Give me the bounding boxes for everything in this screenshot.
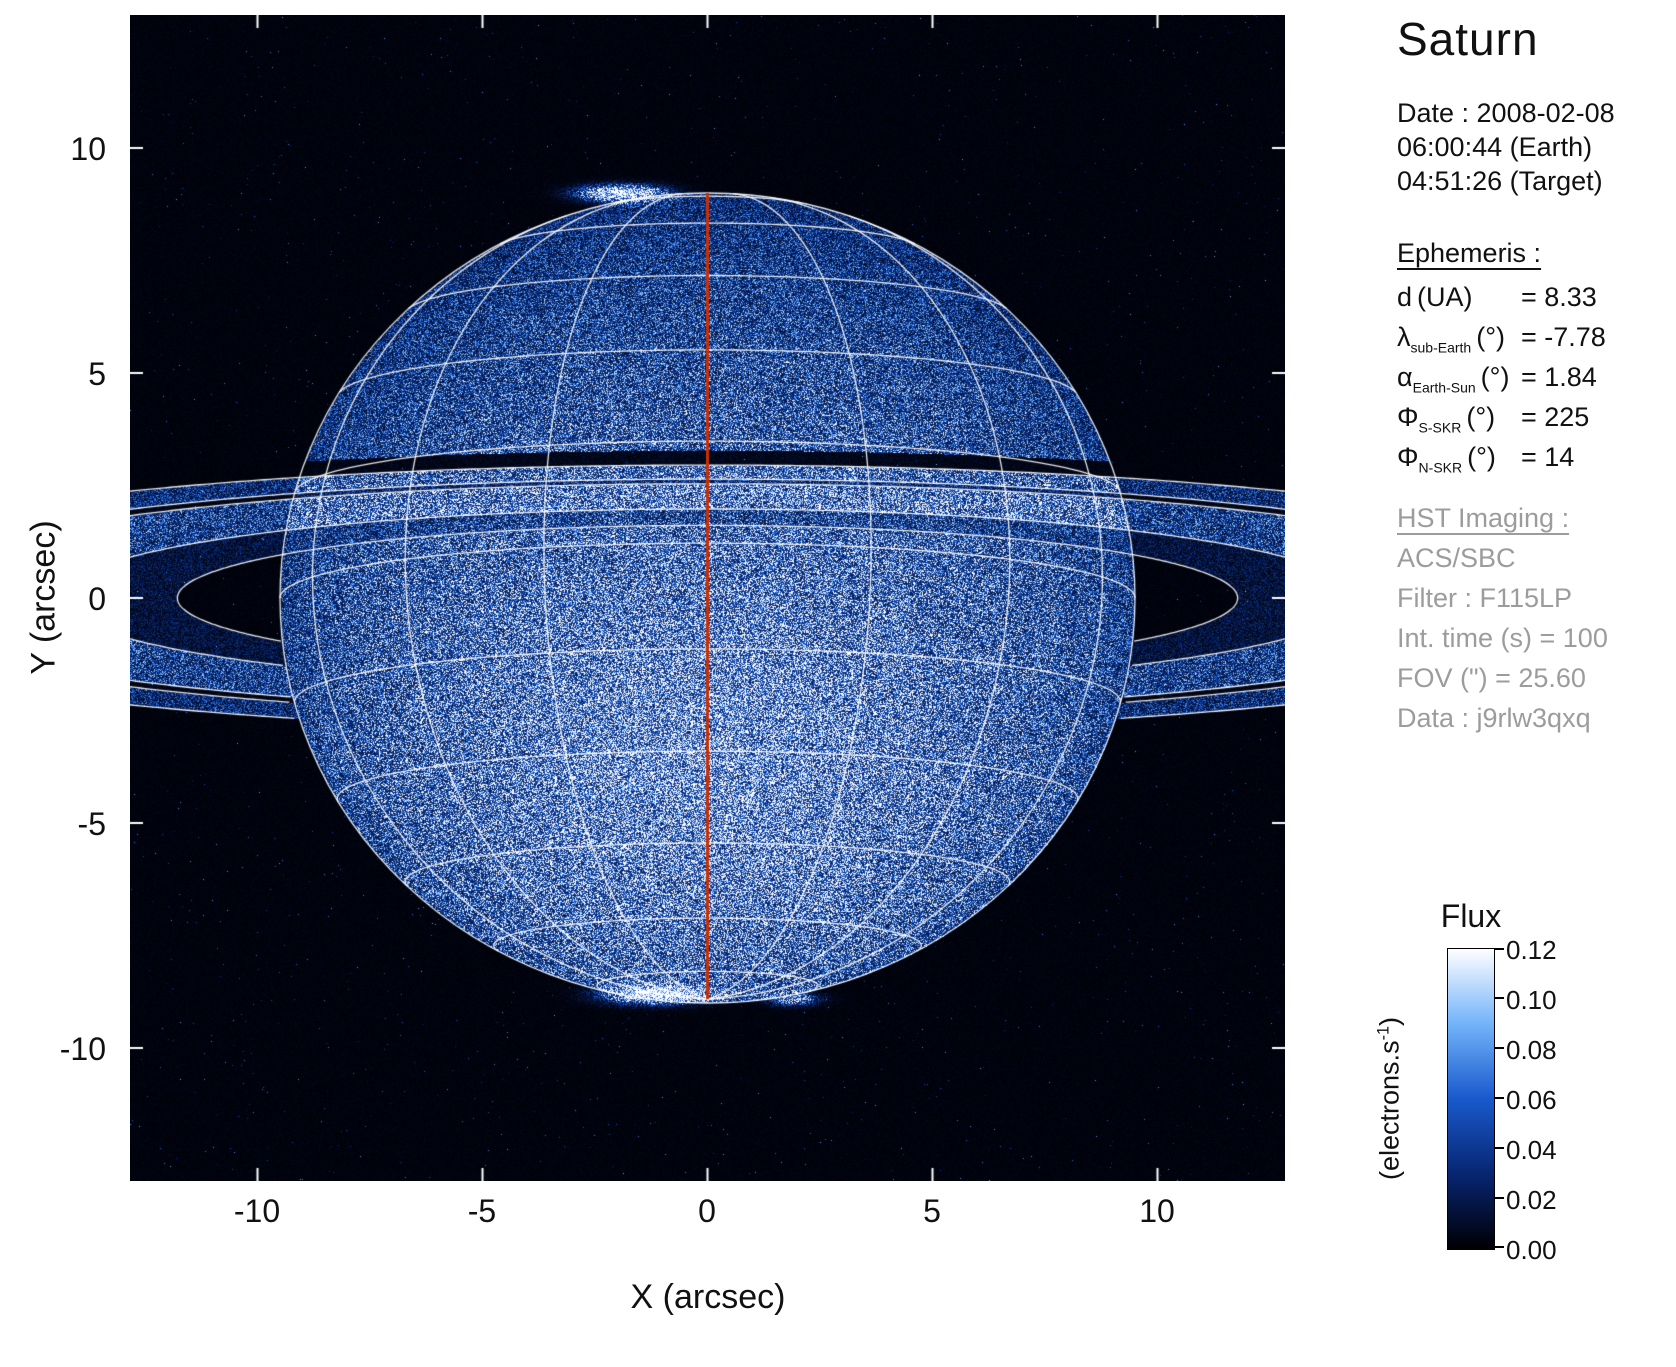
symbol: λ [1397, 322, 1411, 352]
unit: (°) [1466, 402, 1495, 432]
colorbar-tick-label: 0.10 [1506, 985, 1557, 1016]
unit: (°) [1476, 322, 1505, 352]
time-earth-line: 06:00:44 (Earth) [1397, 130, 1615, 164]
colorbar-tick-label: 0.08 [1506, 1035, 1557, 1066]
symbol-subscript: Earth-Sun [1413, 379, 1476, 395]
colorbar-tick-mark [1495, 1097, 1504, 1099]
unit: (°) [1481, 362, 1510, 392]
value: = 8.33 [1521, 282, 1597, 313]
x-tick-label: -10 [212, 1193, 302, 1230]
colorbar-tick-mark [1495, 997, 1504, 999]
x-tick-label: 0 [662, 1193, 752, 1230]
y-tick-label: 10 [18, 131, 106, 168]
hst-imaging-heading: HST Imaging : [1397, 498, 1608, 538]
colorbar-tick-mark [1495, 1047, 1504, 1049]
ephemeris-row-phase-angle: αEarth-Sun (°) = 1.84 [1397, 362, 1606, 402]
flux-colorbar [1447, 948, 1495, 1250]
symbol: d [1397, 282, 1412, 312]
y-axis-title: Y (arcsec) [25, 448, 64, 748]
hst-imaging-block: HST Imaging : ACS/SBC Filter : F115LP In… [1397, 498, 1608, 738]
y-tick-label: 5 [18, 356, 106, 393]
value: = -7.78 [1521, 322, 1606, 353]
unit: (°) [1467, 442, 1496, 472]
x-tick-label: 5 [887, 1193, 977, 1230]
symbol-subscript: S-SKR [1419, 419, 1462, 435]
ephemeris-row-s-skr-phase: ΦS-SKR (°) = 225 [1397, 402, 1606, 442]
ephemeris-heading: Ephemeris : [1397, 238, 1541, 269]
colorbar-tick-mark [1495, 948, 1504, 950]
symbol: α [1397, 362, 1413, 392]
saturn-hst-image-plot [130, 15, 1285, 1181]
colorbar-tick-label: 0.02 [1506, 1185, 1557, 1216]
unit: (UA) [1417, 282, 1473, 312]
figure-root: 10 5 0 -5 -10 -10 -5 0 5 10 X (arcsec) Y… [0, 0, 1676, 1367]
time-target-line: 04:51:26 (Target) [1397, 164, 1615, 198]
colorbar-title: Flux [1410, 898, 1532, 935]
symbol-subscript: sub-Earth [1411, 339, 1472, 355]
date-line: Date : 2008-02-08 [1397, 96, 1615, 130]
value: = 14 [1521, 442, 1574, 473]
colorbar-tick-mark [1495, 1246, 1504, 1248]
y-tick-label: -5 [18, 806, 106, 843]
hst-filter: Filter : F115LP [1397, 578, 1608, 618]
colorbar-tick-label: 0.00 [1506, 1235, 1557, 1266]
x-tick-label: -5 [437, 1193, 527, 1230]
colorbar-tick-mark [1495, 1147, 1504, 1149]
colorbar-tick-label: 0.12 [1506, 935, 1557, 966]
ephemeris-row-subearth-lat: λsub-Earth (°) = -7.78 [1397, 322, 1606, 362]
hst-instrument: ACS/SBC [1397, 538, 1608, 578]
y-tick-label: -10 [18, 1031, 106, 1068]
x-tick-label: 10 [1112, 1193, 1202, 1230]
colorbar-tick-label: 0.06 [1506, 1085, 1557, 1116]
value: = 1.84 [1521, 362, 1597, 393]
hst-int-time: Int. time (s) = 100 [1397, 618, 1608, 658]
ephemeris-row-n-skr-phase: ΦN-SKR (°) = 14 [1397, 442, 1606, 482]
colorbar-tick-label: 0.04 [1506, 1135, 1557, 1166]
symbol-subscript: N-SKR [1419, 459, 1463, 475]
x-axis-title: X (arcsec) [558, 1278, 858, 1317]
value: = 225 [1521, 402, 1589, 433]
symbol: Φ [1397, 402, 1419, 432]
hst-fov: FOV (") = 25.60 [1397, 658, 1608, 698]
observation-date-block: Date : 2008-02-08 06:00:44 (Earth) 04:51… [1397, 96, 1615, 198]
ephemeris-row-distance: d (UA) = 8.33 [1397, 282, 1606, 322]
symbol: Φ [1397, 442, 1419, 472]
colorbar-tick-mark [1495, 1197, 1504, 1199]
colorbar-units-label: (electrons.s-1) [1375, 949, 1406, 1249]
ephemeris-table: d (UA) = 8.33 λsub-Earth (°) = -7.78 αEart… [1397, 282, 1606, 482]
page-title: Saturn [1397, 12, 1539, 66]
hst-dataset-id: Data : j9rlw3qxq [1397, 698, 1608, 738]
